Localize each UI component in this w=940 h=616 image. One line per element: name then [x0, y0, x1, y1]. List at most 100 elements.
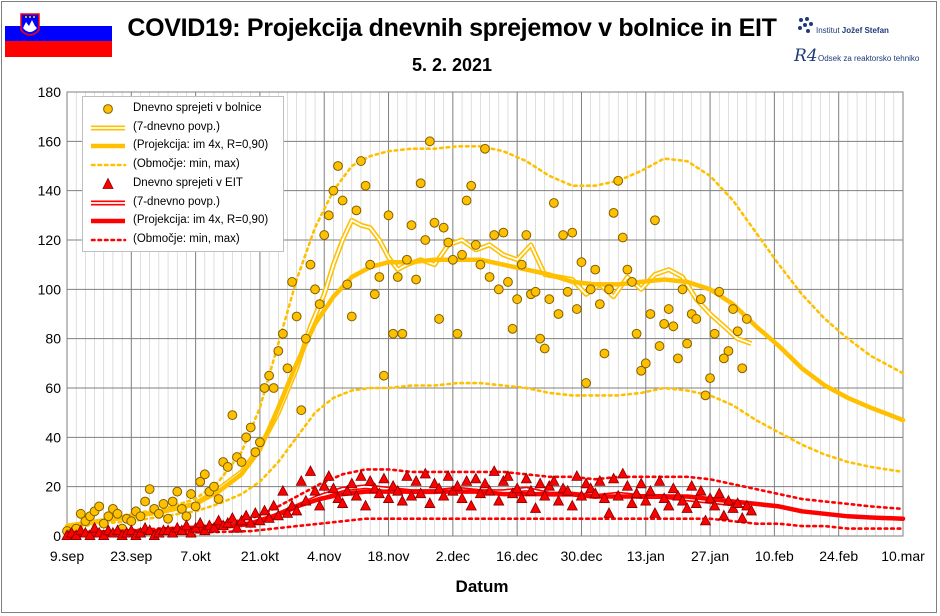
point-hospital [140, 496, 150, 507]
point-icu [341, 484, 353, 496]
x-tick-label: 10.mar [881, 548, 925, 564]
point-hospital [498, 227, 509, 238]
point-icu [318, 479, 330, 491]
legend-item: (Projekcija: im 4x, R=0,90) [83, 137, 283, 155]
point-hospital [342, 279, 353, 290]
point-hospital [163, 513, 173, 524]
point-hospital [415, 178, 426, 189]
point-hospital [103, 511, 114, 522]
point-hospital [277, 328, 288, 339]
point-hospital [631, 328, 642, 339]
point-icu [392, 484, 404, 496]
point-icu [653, 474, 666, 486]
point-icu [382, 492, 395, 504]
point-icu [598, 492, 611, 504]
point-hospital [328, 185, 339, 196]
point-icu [575, 489, 588, 501]
point-hospital [682, 338, 693, 349]
legend-item: (Projekcija: im 4x, R=0,90) [83, 212, 283, 230]
point-icu [539, 489, 551, 501]
point-icu [621, 479, 634, 491]
point-icu [644, 484, 657, 496]
point-hospital [273, 346, 284, 356]
point-hospital [443, 237, 454, 248]
point-hospital [732, 326, 743, 337]
point-icu [295, 474, 307, 486]
point-hospital [383, 210, 394, 221]
point-icu [396, 494, 408, 506]
point-icu [722, 494, 735, 506]
point-icu [332, 492, 344, 504]
y-tick-label: 60 [45, 380, 61, 396]
point-hospital [613, 175, 624, 186]
point-hospital [429, 217, 440, 228]
point-icu [369, 482, 381, 494]
point-hospital [167, 496, 178, 507]
point-icu [437, 489, 450, 501]
point-hospital [365, 259, 376, 270]
point-icu [212, 514, 225, 526]
x-tick-label: 2.dec [436, 548, 470, 564]
legend-label: (7-dnevno povp.) [133, 120, 220, 133]
point-icu [309, 484, 321, 496]
point-hospital [374, 272, 385, 282]
point-hospital [434, 314, 444, 324]
point-icu [350, 489, 363, 501]
point-hospital [700, 390, 711, 401]
point-hospital [544, 294, 555, 305]
point-hospital [112, 508, 123, 519]
point-icu [272, 509, 284, 521]
point-hospital [411, 274, 421, 285]
point-icu [405, 489, 418, 501]
point-hospital [438, 222, 449, 233]
point-icu [658, 492, 670, 504]
point-icu [300, 494, 312, 506]
point-hospital [296, 405, 307, 416]
x-tick-label: 4.nov [307, 548, 341, 564]
point-hospital [709, 328, 720, 339]
legend-label: (Območje: min, max) [133, 158, 240, 171]
point-hospital [255, 437, 265, 448]
point-icu [525, 484, 537, 496]
point-hospital [397, 328, 408, 339]
point-hospital [186, 489, 196, 499]
point-hospital [135, 511, 146, 522]
point-hospital [300, 333, 311, 344]
point-hospital [503, 277, 513, 287]
point-icu [612, 489, 624, 501]
point-hospital [718, 353, 729, 364]
point-hospital [640, 358, 651, 369]
point-hospital [333, 161, 343, 171]
ijs-logo-icon [798, 17, 813, 33]
point-icu [373, 487, 386, 499]
point-hospital [310, 284, 320, 295]
point-hospital [512, 294, 523, 305]
point-hospital [558, 230, 568, 240]
y-tick-label: 120 [38, 232, 62, 248]
series-line-range [65, 517, 905, 538]
point-icu [424, 497, 436, 508]
point-icu [144, 524, 156, 536]
point-hospital [723, 346, 734, 356]
point-hospital [259, 383, 270, 393]
point-hospital [627, 277, 637, 287]
point-hospital [388, 328, 399, 339]
point-hospital [535, 333, 546, 344]
point-icu [180, 519, 193, 531]
legend-symbol-icon [90, 163, 127, 167]
point-icu [562, 484, 574, 496]
point-hospital [250, 447, 261, 458]
point-hospital [282, 363, 293, 374]
point-hospital [346, 311, 357, 322]
legend-circle-icon [103, 104, 113, 114]
point-hospital [493, 284, 504, 295]
point-hospital [153, 508, 164, 519]
point-hospital [599, 348, 610, 359]
point-icu [635, 477, 647, 489]
point-icu [630, 487, 643, 499]
legend-item: (Območje: min, max) [83, 156, 283, 174]
point-hospital [741, 314, 752, 324]
point-hospital [673, 353, 683, 364]
point-icu [268, 499, 280, 511]
